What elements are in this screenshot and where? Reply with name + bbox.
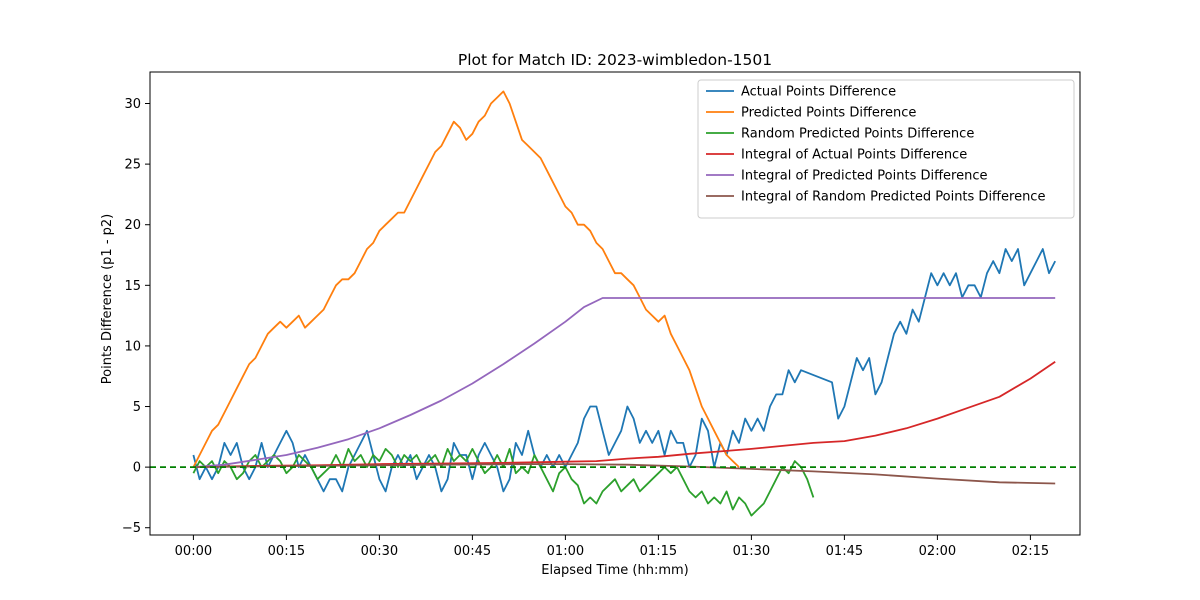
x-tick-label: 01:15 [640, 544, 677, 559]
legend-label: Random Predicted Points Difference [741, 127, 974, 142]
x-tick-label: 01:45 [826, 544, 863, 559]
x-tick-label: 02:15 [1012, 544, 1049, 559]
y-tick-label: 10 [124, 339, 141, 354]
legend-label: Integral of Predicted Points Difference [741, 169, 988, 184]
y-axis: −5 0 5 10 15 20 25 30 [122, 97, 150, 536]
y-tick-label: 0 [133, 461, 141, 476]
series-layer [150, 90, 1080, 517]
legend-label: Predicted Points Difference [741, 106, 916, 121]
series-line-3 [192, 448, 815, 517]
y-tick-label: 20 [124, 218, 141, 233]
x-tick-label: 00:00 [175, 544, 212, 559]
series-line-4 [193, 360, 1056, 468]
series-line-2 [192, 90, 740, 468]
x-tick-label: 01:00 [547, 544, 584, 559]
legend-label: Integral of Random Predicted Points Diff… [741, 190, 1045, 205]
series-line-5 [193, 297, 1056, 468]
x-tick-label: 00:45 [454, 544, 491, 559]
plot-frame [149, 71, 1081, 536]
legend-box [697, 79, 1075, 219]
series-line-1 [192, 248, 1057, 493]
chart-title: Plot for Match ID: 2023-wimbledon-1501 [458, 51, 772, 69]
x-tick-label: 00:15 [268, 544, 305, 559]
y-tick-label: 30 [124, 97, 141, 112]
x-axis: 00:00 00:15 00:30 00:45 01:00 01:15 01:30 01:45… [175, 535, 1049, 559]
y-tick-label: 25 [124, 158, 141, 173]
y-tick-label: 5 [133, 400, 141, 415]
x-tick-label: 00:30 [361, 544, 398, 559]
legend: Actual Points Difference Predicted Points… [697, 79, 1075, 219]
legend-label: Actual Points Difference [741, 85, 896, 100]
series-line-6 [193, 463, 1056, 485]
y-tick-label: 15 [124, 279, 141, 294]
y-axis-label: Points Difference (p1 - p2) [100, 214, 115, 384]
x-tick-label: 02:00 [919, 544, 956, 559]
x-tick-label: 01:30 [733, 544, 770, 559]
y-tick-label: −5 [122, 521, 141, 536]
legend-label: Integral of Actual Points Difference [741, 148, 967, 163]
x-axis-label: Elapsed Time (hh:mm) [541, 563, 688, 578]
